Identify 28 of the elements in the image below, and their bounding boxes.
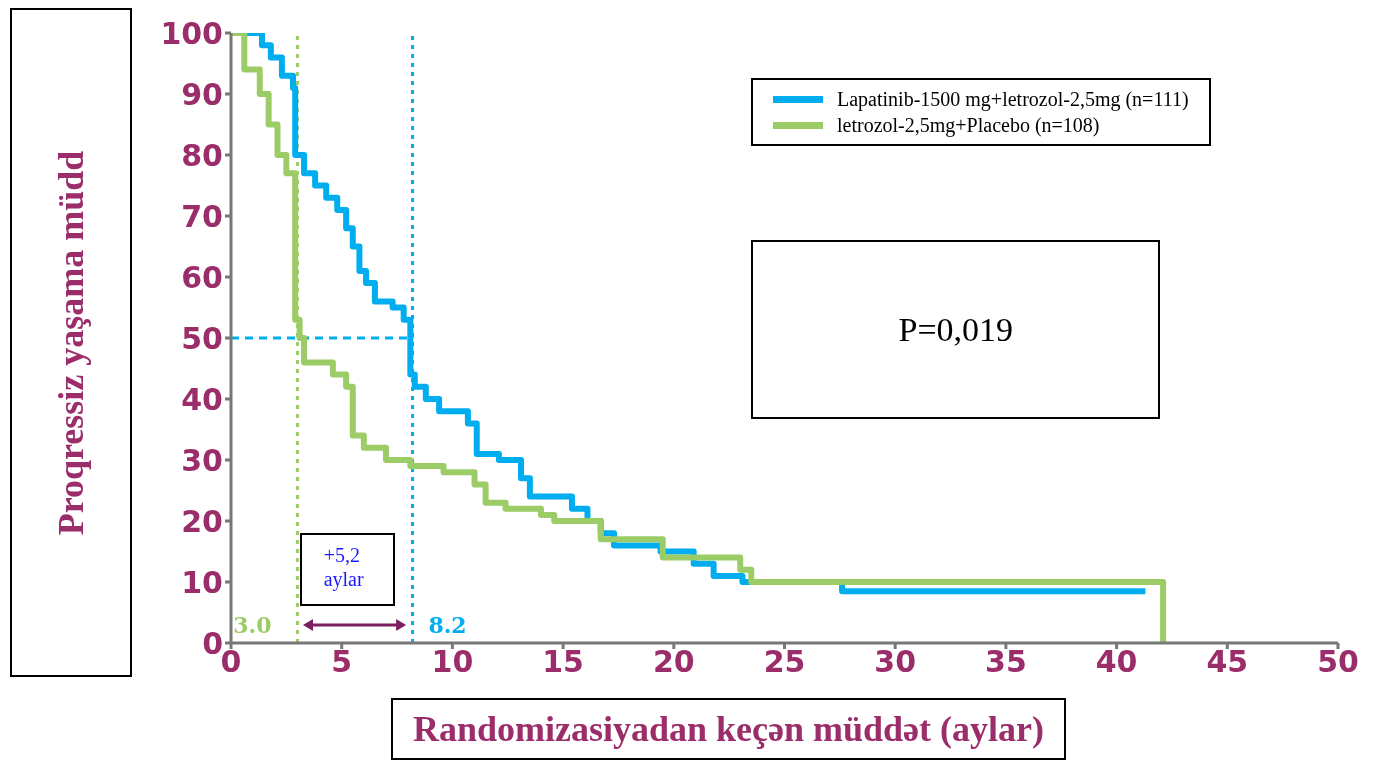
x-tick-label: 25 xyxy=(763,644,806,680)
x-tick-label: 10 xyxy=(431,644,474,680)
y-tick-label: 30 xyxy=(181,442,223,478)
y-tick-label: 20 xyxy=(181,503,223,539)
y-tick-label: 50 xyxy=(181,320,223,356)
text-box: P=0,019 xyxy=(751,240,1161,420)
legend-label: Lapatinib-1500 mg+letrozol-2,5mg (n=111) xyxy=(837,87,1189,112)
annotation: 8.2 xyxy=(428,611,467,638)
y-tick-label: 60 xyxy=(181,259,223,295)
legend-label: letrozol-2,5mg+Placebo (n=108) xyxy=(837,113,1100,138)
y-tick-label: 80 xyxy=(181,137,223,173)
x-tick-label: 35 xyxy=(985,644,1027,680)
y-axis-title: Proqressiz yaşama müdd xyxy=(50,150,92,535)
y-tick-label: 70 xyxy=(181,198,223,234)
x-tick-label: 15 xyxy=(542,644,584,680)
x-tick-label: 30 xyxy=(874,644,917,680)
y-tick-label: 100 xyxy=(160,15,223,51)
x-tick-label: 20 xyxy=(652,644,695,680)
x-tick-label: 50 xyxy=(1317,644,1359,680)
y-tick-label: 40 xyxy=(181,381,223,417)
x-tick-label: 45 xyxy=(1206,644,1249,680)
x-axis-title: Randomizasiyadan keçən müddət (aylar) xyxy=(391,698,1067,760)
text-box: +5,2 aylar xyxy=(299,533,395,607)
x-tick-label: 40 xyxy=(1095,644,1138,680)
y-tick-label: 90 xyxy=(181,76,223,112)
annotation: 3.0 xyxy=(233,611,272,638)
x-tick-label: 5 xyxy=(331,644,353,680)
y-tick-label: 10 xyxy=(181,564,223,600)
